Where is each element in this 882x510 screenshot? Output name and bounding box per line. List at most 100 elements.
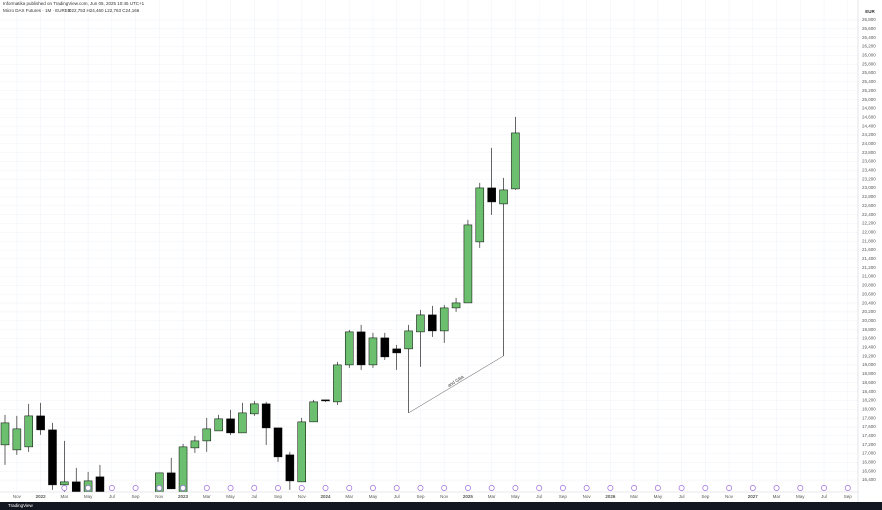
y-tick-label: 22,600 (862, 203, 876, 208)
y-tick-label: 19,800 (862, 327, 876, 332)
y-tick-label: 19,200 (862, 353, 876, 358)
y-tick-label: 18,800 (862, 371, 876, 376)
candle-body (475, 187, 485, 243)
y-tick-label: 18,400 (862, 389, 876, 394)
event-icon (61, 485, 68, 491)
publisher-line: Informatika published on TradingView.com… (3, 1, 145, 6)
y-tick-label: 23,400 (862, 168, 876, 173)
y-tick-label: 20,400 (862, 300, 876, 305)
event-icon (702, 485, 709, 491)
event-icon (346, 485, 353, 491)
x-tick-label: Sep (844, 494, 853, 499)
x-tick-label: Mar (773, 494, 781, 499)
candle-body (499, 189, 508, 205)
x-tick-label: Jul (821, 494, 827, 499)
y-tick-label: 22,200 (862, 221, 876, 226)
event-icon (536, 485, 543, 491)
y-tick-label: 20,800 (862, 283, 876, 288)
event-icon (583, 485, 590, 491)
y-tick-label: 24,600 (862, 114, 876, 119)
candle-body (166, 472, 176, 490)
candle-body (428, 314, 437, 332)
candle-body (238, 412, 247, 434)
x-tick-label: Mar (345, 494, 353, 499)
y-tick-label: 24,800 (862, 106, 876, 111)
candle-body (416, 314, 425, 333)
x-tick-label: Sep (274, 494, 283, 499)
y-tick-label: 20,200 (862, 309, 876, 314)
trend-line (408, 355, 504, 414)
y-tick-label: 25,800 (862, 61, 876, 66)
event-icon (156, 485, 163, 491)
y-tick-label: 23,200 (862, 176, 876, 181)
candle-body (60, 481, 69, 486)
candle-body (12, 428, 22, 451)
event-icon (180, 485, 186, 491)
x-tick-label: Sep (132, 494, 141, 499)
x-tick-label: 2023 (178, 494, 189, 499)
x-tick-label: May (796, 494, 805, 499)
candle-body (356, 331, 366, 366)
y-tick-label: 25,000 (862, 97, 876, 102)
candle-body (321, 399, 330, 402)
event-icon (607, 485, 614, 491)
x-tick-label: May (654, 494, 663, 499)
y-tick-label: 20,600 (862, 291, 876, 296)
x-tick-label: Nov (440, 494, 449, 499)
x-tick-label: Nov (298, 494, 307, 499)
candle-body (202, 428, 212, 442)
y-tick-label: 17,800 (862, 415, 876, 420)
candle-body (226, 418, 235, 434)
y-tick-label: 22,000 (862, 229, 876, 234)
x-tick-label: Sep (559, 494, 568, 499)
candle-body (214, 418, 223, 432)
y-tick-label: 24,000 (862, 141, 876, 146)
event-icon (773, 485, 780, 491)
candle-body (250, 403, 259, 415)
y-tick-label: 21,600 (862, 247, 876, 252)
event-icon (631, 485, 638, 491)
x-tick-label: Nov (155, 494, 164, 499)
candle-body (261, 403, 271, 429)
event-icon (678, 485, 685, 491)
ohlc: O22,753 H24,460 L22,763 C24,166 (68, 8, 140, 13)
candle-body (368, 337, 378, 366)
event-icon (464, 485, 471, 491)
y-tick-label: 26,800 (862, 17, 876, 22)
candle-body (36, 415, 45, 431)
plot-area (0, 116, 520, 492)
x-tick-label: Sep (416, 494, 425, 499)
event-icon (797, 485, 804, 491)
x-tick-label: Mar (60, 494, 68, 499)
x-tick-label: 2027 (748, 494, 759, 499)
y-tick-label: 25,200 (862, 88, 876, 93)
candle-body (344, 331, 354, 366)
candle-body (273, 427, 283, 458)
candle-body (439, 307, 449, 332)
y-tick-label: 26,200 (862, 44, 876, 49)
x-tick-label: Jul (536, 494, 542, 499)
y-tick-label: 21,200 (862, 265, 876, 270)
event-icon (85, 485, 92, 491)
x-tick-label: Jul (394, 494, 400, 499)
event-icon (393, 485, 400, 491)
y-tick-label: 26,600 (862, 26, 876, 31)
grid (0, 0, 858, 492)
candle-body (95, 476, 105, 492)
event-icon (559, 485, 566, 491)
event-icon (441, 485, 448, 491)
y-tick-label: 24,400 (862, 123, 876, 128)
x-tick-label: Nov (725, 494, 734, 499)
x-tick-label: Mar (488, 494, 496, 499)
candle-body (392, 348, 401, 354)
event-icon (203, 485, 210, 491)
candle-body (24, 415, 33, 448)
y-tick-label: 17,200 (862, 442, 876, 447)
y-tick-label: 18,600 (862, 380, 876, 385)
candle-body (71, 481, 81, 492)
y-tick-label: 18,200 (862, 398, 876, 403)
x-tick-label: May (84, 494, 93, 499)
event-icon (512, 485, 519, 491)
y-tick-label: 25,600 (862, 70, 876, 75)
